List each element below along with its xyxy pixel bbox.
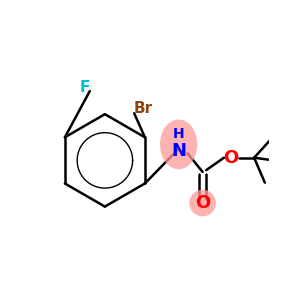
Text: H: H [173, 127, 184, 141]
Text: Br: Br [134, 101, 153, 116]
Ellipse shape [160, 119, 197, 169]
Text: O: O [195, 194, 210, 212]
Text: O: O [224, 149, 239, 167]
Ellipse shape [189, 190, 216, 216]
Text: N: N [171, 142, 186, 160]
Text: F: F [79, 80, 90, 95]
